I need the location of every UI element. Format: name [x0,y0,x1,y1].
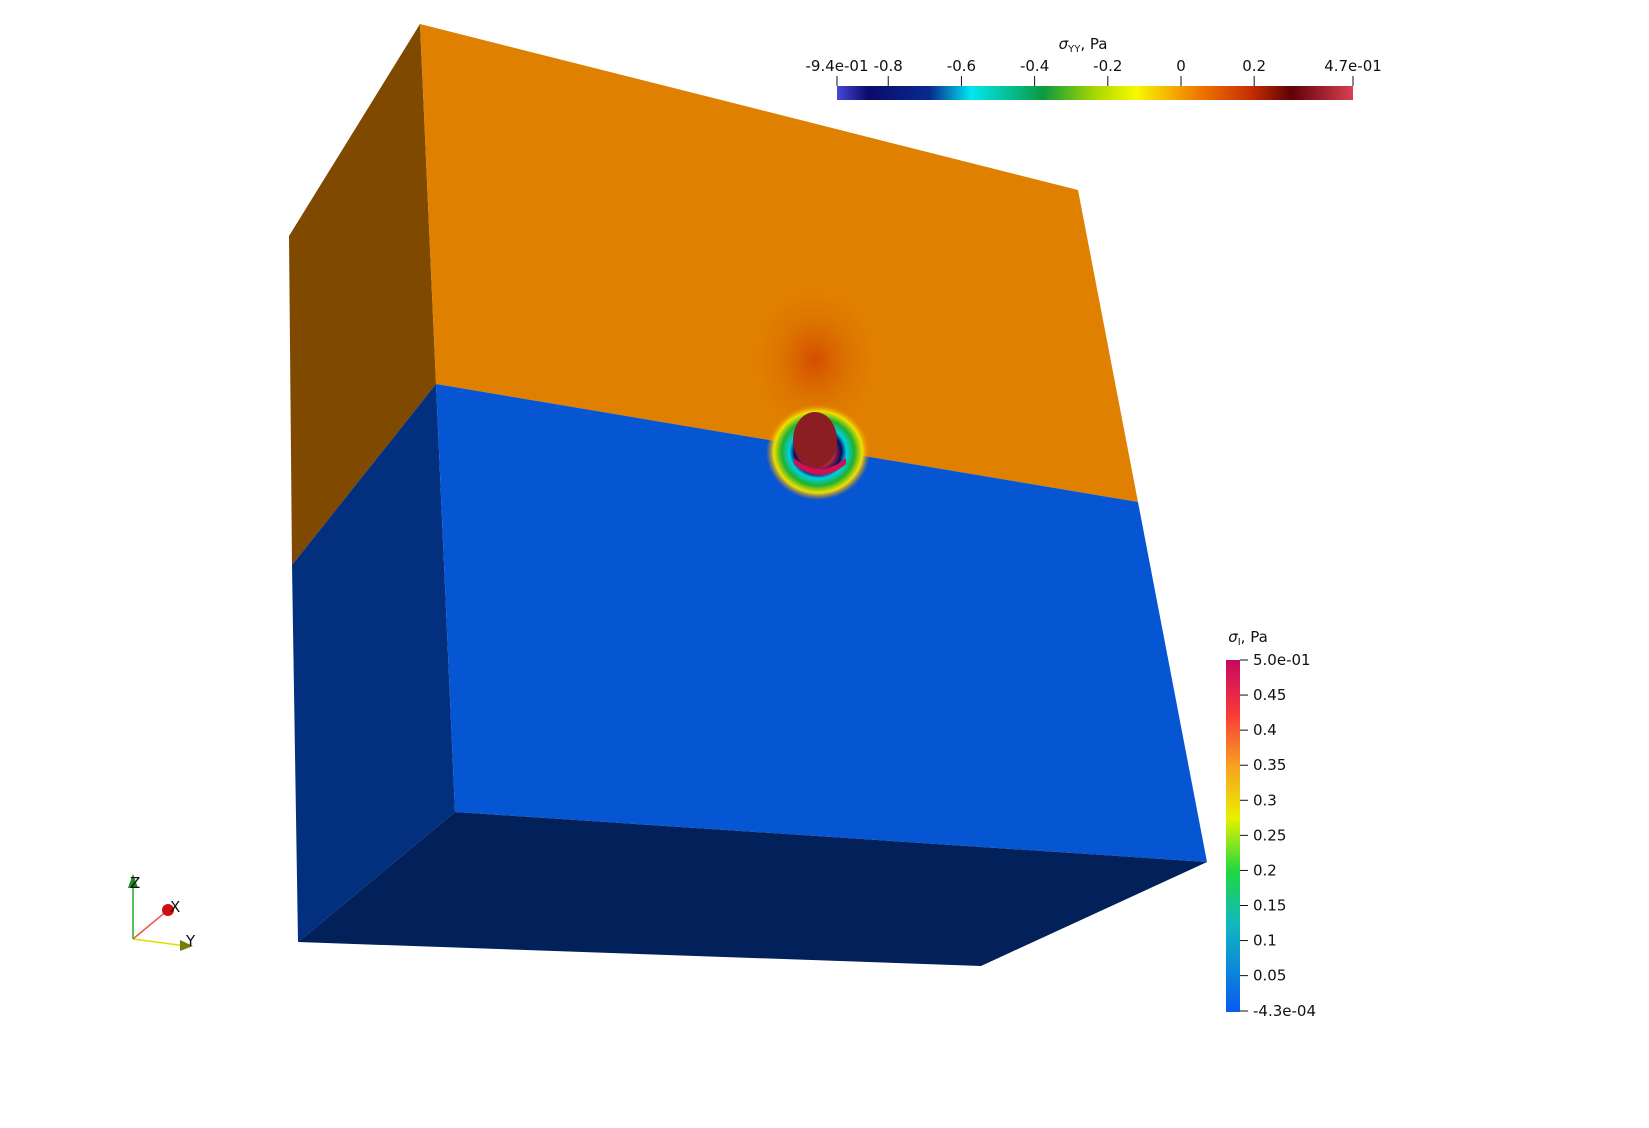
colorbar-title: σYY, Pa [1059,35,1108,55]
tick-label: 0.3 [1253,791,1277,809]
tick-label: -0.6 [947,57,976,75]
colorbar-title: σI, Pa [1228,628,1268,648]
tick-label: 0.15 [1253,896,1286,914]
tick-label: -0.8 [874,57,903,75]
tick-label: -0.2 [1093,57,1122,75]
axis-label: X [170,898,180,916]
tick-label: 0.2 [1253,861,1277,879]
tick-label: 0.4 [1253,721,1277,739]
axes-triad: Z X Y [128,874,196,951]
colorbars: σYY, Pa σI, Pa -9.4e-01 -0.8 -0.6 -0.4 -0.2 0… [806,35,1382,1020]
model-box [289,24,1207,966]
tick-label: 0.1 [1253,932,1277,950]
tick-label: 5.0e-01 [1253,651,1311,669]
tick-label: 0.45 [1253,686,1286,704]
tick-label: -9.4e-01 [806,57,869,75]
axis-label: Z [130,874,140,892]
colorbar-ramp [837,86,1353,100]
tick-label: -4.3e-04 [1253,1002,1316,1020]
colorbar-ramp [1226,660,1240,1012]
tick-label: 4.7e-01 [1324,57,1382,75]
tick-label: 0.35 [1253,756,1286,774]
tick-label: 0.05 [1253,967,1286,985]
axis-label: Y [185,932,196,950]
tick-label: 0.2 [1242,57,1266,75]
tick-label: 0.25 [1253,826,1286,844]
tick-label: 0 [1176,57,1186,75]
tick-label: -0.4 [1020,57,1049,75]
